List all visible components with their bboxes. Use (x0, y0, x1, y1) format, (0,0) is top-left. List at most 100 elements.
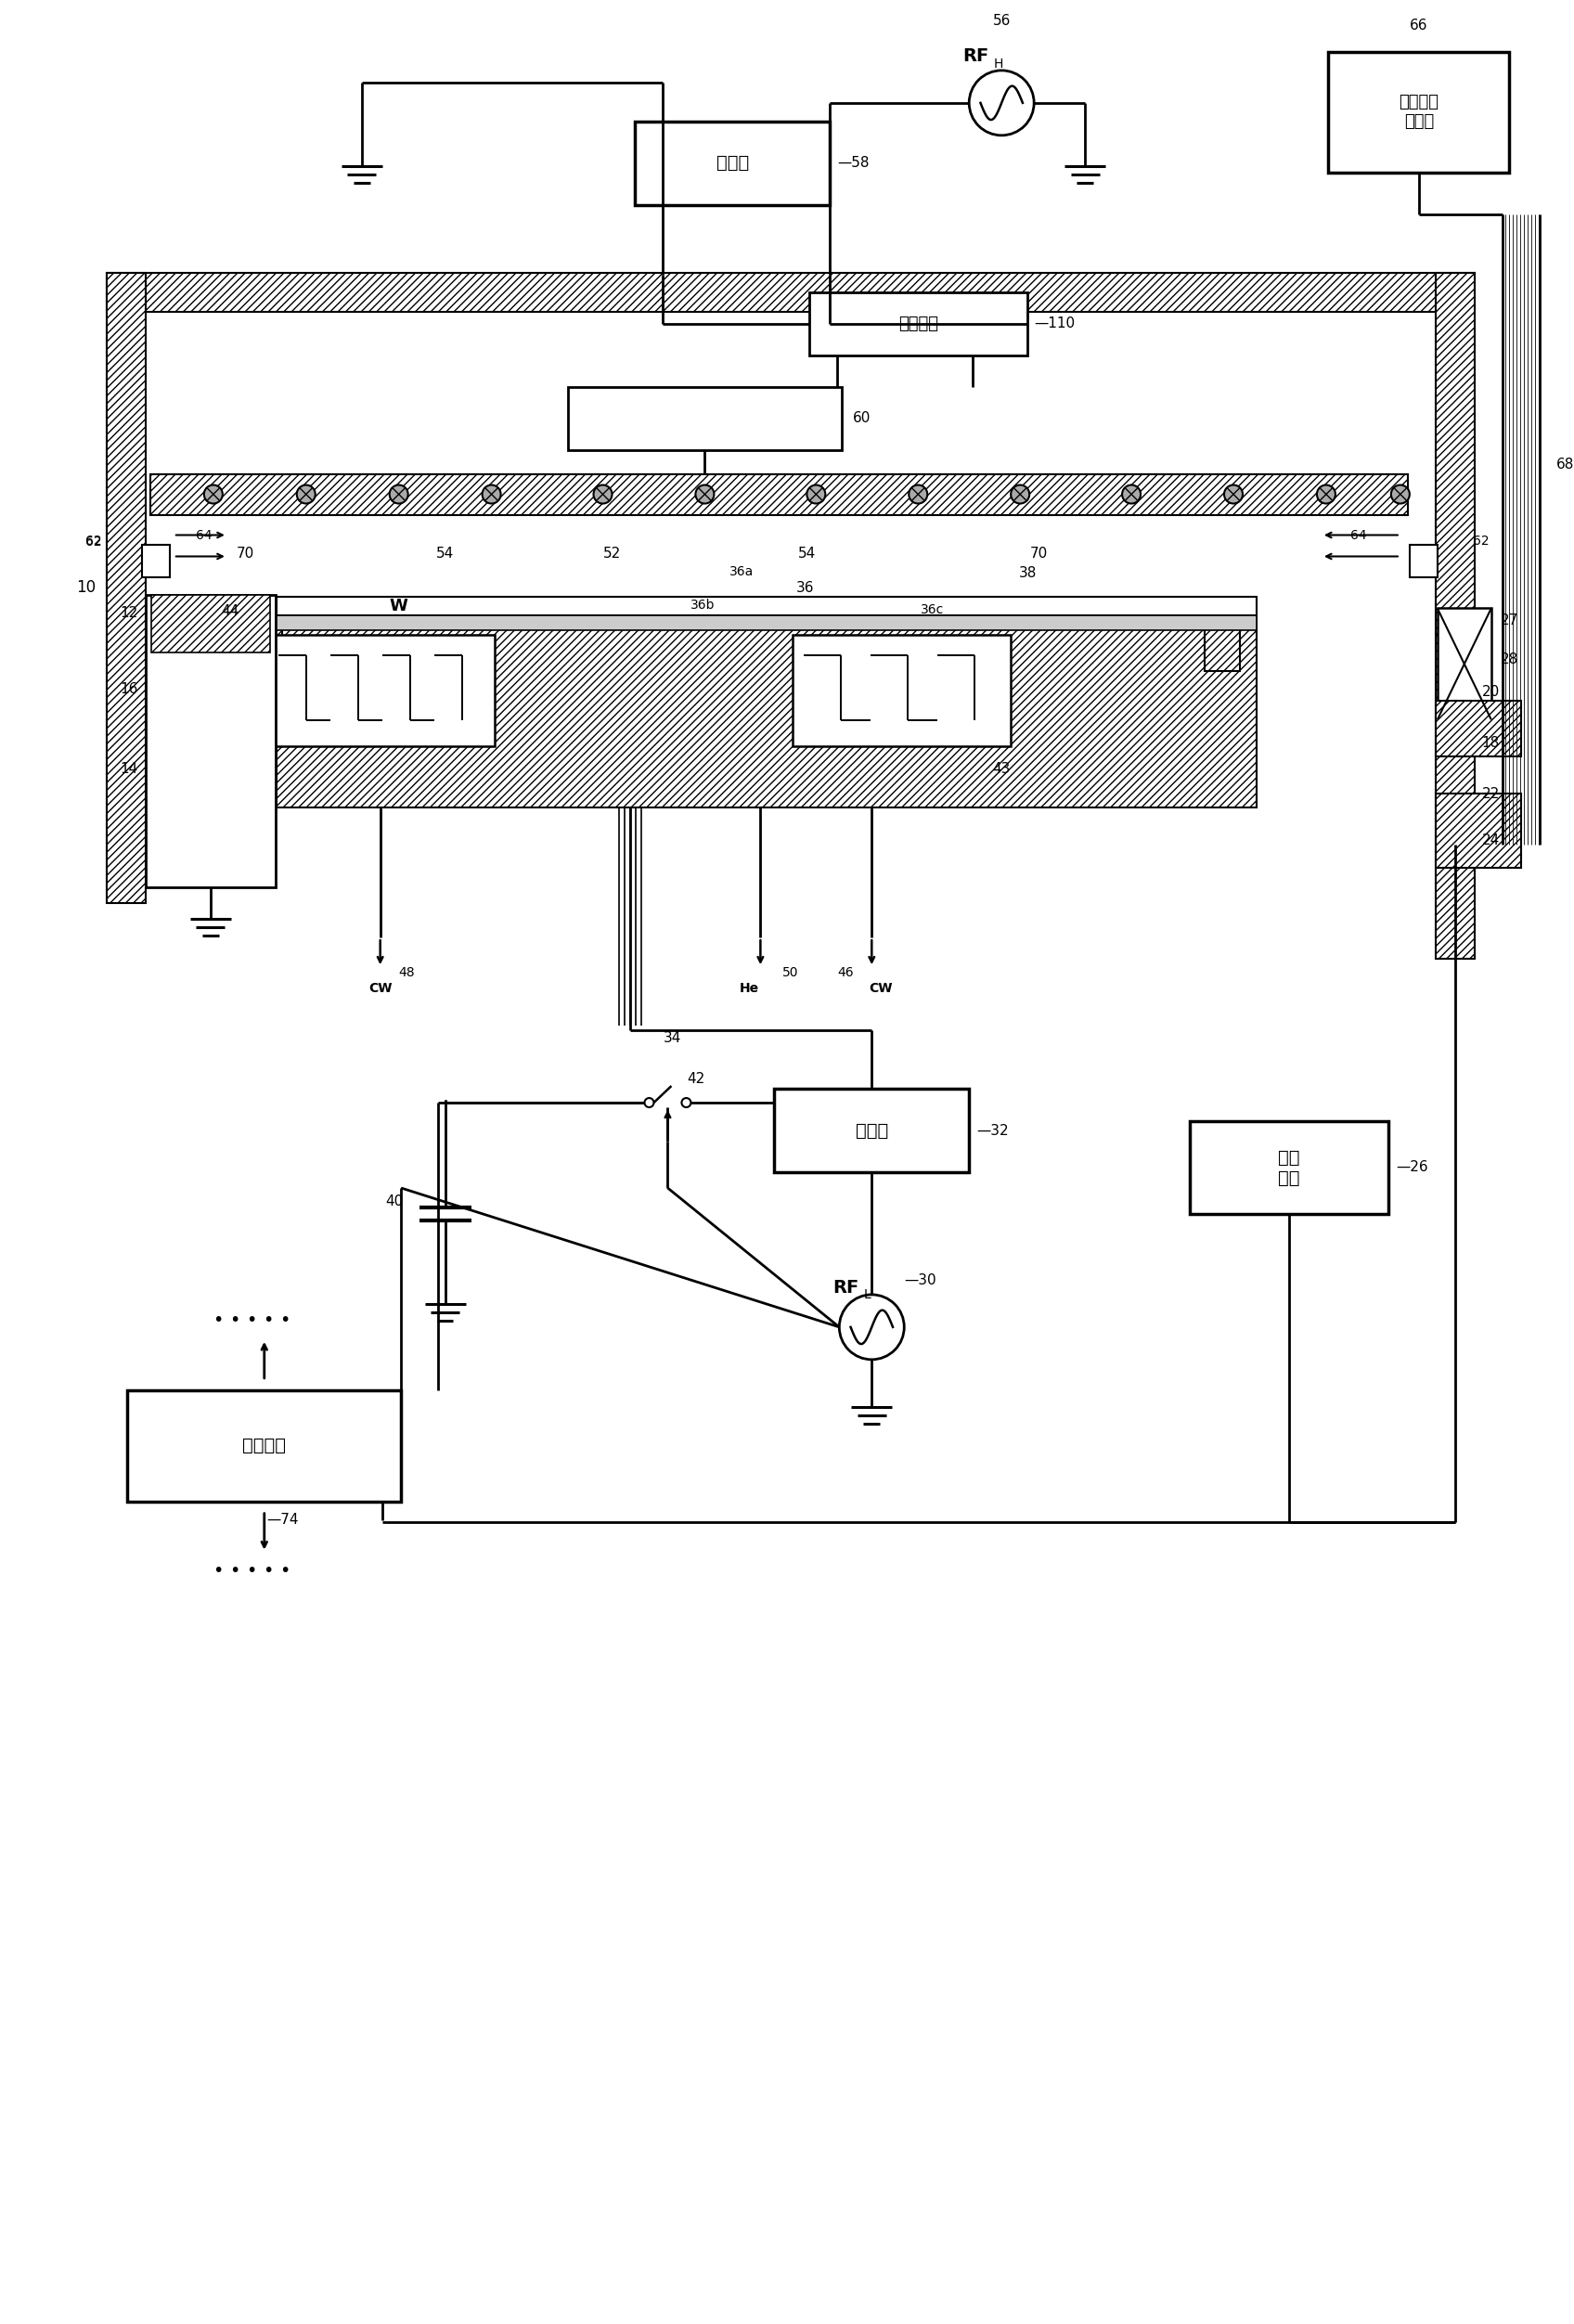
Text: W: W (389, 597, 408, 616)
Text: 28: 28 (1500, 653, 1519, 667)
Circle shape (908, 486, 927, 504)
Text: H: H (993, 58, 1003, 70)
Text: 整合器: 整合器 (855, 1122, 888, 1139)
Circle shape (1391, 486, 1410, 504)
Text: —110: —110 (1034, 316, 1075, 330)
Text: 16: 16 (120, 681, 139, 695)
Circle shape (1317, 486, 1335, 504)
Text: 18: 18 (1483, 737, 1500, 751)
Bar (151, 595, 269, 653)
Text: 43: 43 (993, 762, 1011, 776)
Text: 68: 68 (1557, 458, 1574, 472)
Bar (1435, 634, 1475, 960)
Text: 27: 27 (1500, 614, 1519, 627)
Bar (277, 597, 1256, 616)
Circle shape (1122, 486, 1141, 504)
Text: 54: 54 (436, 546, 453, 560)
Bar (636, 121, 829, 205)
Text: 10: 10 (76, 579, 96, 597)
Text: —26: —26 (1396, 1160, 1428, 1174)
Circle shape (696, 486, 715, 504)
Bar (277, 616, 1256, 630)
Text: 12: 12 (120, 607, 139, 621)
Text: 62: 62 (85, 535, 102, 546)
Bar (1435, 795, 1520, 867)
Text: 64: 64 (1350, 528, 1366, 541)
Text: •: • (263, 1311, 274, 1329)
Text: •: • (280, 1562, 290, 1580)
Text: 14: 14 (120, 762, 139, 776)
Text: 38: 38 (1018, 567, 1037, 581)
Text: •: • (246, 1311, 257, 1329)
Text: 70: 70 (236, 546, 255, 560)
Text: 22: 22 (1483, 788, 1500, 802)
Text: 整合器: 整合器 (716, 153, 749, 172)
Bar (809, 293, 1028, 356)
Bar (1190, 1120, 1388, 1213)
Text: •: • (212, 1562, 224, 1580)
Text: RF: RF (833, 1278, 859, 1297)
Text: 48: 48 (398, 967, 414, 978)
Text: RF: RF (963, 49, 988, 65)
Bar (1435, 272, 1475, 634)
Circle shape (1011, 486, 1029, 504)
Text: •: • (263, 1562, 274, 1580)
Bar (142, 544, 170, 579)
Bar (1437, 609, 1491, 720)
Text: 36: 36 (796, 581, 814, 595)
Bar (1328, 51, 1509, 172)
Text: 34: 34 (663, 1032, 682, 1046)
Bar (1410, 544, 1437, 579)
Text: 24: 24 (1483, 834, 1500, 848)
Bar (568, 386, 842, 451)
Text: 开关机构: 开关机构 (899, 316, 938, 332)
Circle shape (205, 486, 222, 504)
Text: 36a: 36a (730, 565, 754, 579)
Text: 50: 50 (782, 967, 798, 978)
Bar (107, 272, 1475, 311)
Text: He: He (740, 983, 759, 995)
Circle shape (389, 486, 408, 504)
Bar (1204, 618, 1240, 672)
Text: 44: 44 (220, 604, 239, 618)
Text: —30: —30 (903, 1274, 937, 1287)
Text: —58: —58 (837, 156, 869, 170)
Bar (107, 272, 146, 904)
Text: 54: 54 (798, 546, 815, 560)
Circle shape (807, 486, 825, 504)
Bar (268, 634, 494, 746)
Text: 62: 62 (1473, 535, 1489, 546)
Text: L: L (864, 1287, 870, 1301)
Bar (277, 618, 1256, 809)
Text: 46: 46 (837, 967, 855, 978)
Text: 56: 56 (993, 14, 1011, 28)
Text: 60: 60 (853, 411, 870, 425)
Text: •: • (280, 1311, 290, 1329)
Text: 42: 42 (686, 1071, 705, 1085)
Bar (150, 474, 1407, 514)
Text: •: • (246, 1562, 257, 1580)
Text: 20: 20 (1483, 686, 1500, 700)
Text: 40: 40 (386, 1195, 403, 1208)
Text: CW: CW (869, 983, 892, 995)
Bar (793, 634, 1011, 746)
Text: 64: 64 (195, 528, 212, 541)
Bar (1435, 702, 1520, 758)
Bar (247, 618, 282, 672)
Circle shape (593, 486, 612, 504)
Text: •: • (212, 1311, 224, 1329)
Text: —32: —32 (976, 1122, 1009, 1136)
Bar (127, 1390, 401, 1501)
Text: •: • (230, 1311, 239, 1329)
Text: 66: 66 (1410, 19, 1428, 33)
Text: 36c: 36c (921, 604, 944, 616)
Circle shape (297, 486, 315, 504)
Text: 排气
装置: 排气 装置 (1278, 1148, 1300, 1188)
Text: —74: —74 (268, 1513, 299, 1527)
Bar (146, 595, 275, 888)
Text: 处理气体
供给源: 处理气体 供给源 (1399, 95, 1439, 130)
Text: 62: 62 (85, 535, 102, 548)
Circle shape (482, 486, 501, 504)
Text: 36b: 36b (691, 600, 715, 611)
Text: 52: 52 (603, 546, 622, 560)
